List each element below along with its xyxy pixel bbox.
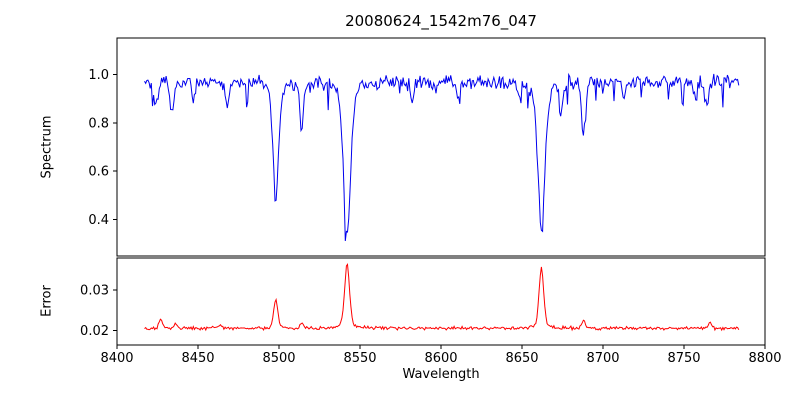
error-panel-border xyxy=(116,257,766,346)
spectrum-y-tick-label: 0.8 xyxy=(88,116,109,131)
x-tick-label: 8550 xyxy=(343,351,376,366)
error-line xyxy=(144,263,740,332)
error-y-tick-label: 0.03 xyxy=(80,283,109,298)
spectrum-y-tick-label: 0.4 xyxy=(88,213,109,228)
spectrum-y-tick-label: 1.0 xyxy=(88,68,109,83)
x-tick-label: 8700 xyxy=(586,351,619,366)
x-tick-label: 8750 xyxy=(667,351,700,366)
x-tick-label: 8400 xyxy=(100,351,133,366)
x-tick-label: 8500 xyxy=(262,351,295,366)
x-tick-label: 8450 xyxy=(181,351,214,366)
error-y-tick-label: 0.02 xyxy=(80,324,109,339)
spectrum-line xyxy=(144,72,740,242)
x-tick-label: 8650 xyxy=(505,351,538,366)
chart-title: 20080624_1542m76_047 xyxy=(345,12,537,30)
x-tick-label: 8800 xyxy=(748,351,781,366)
wavelength-axis-label: Wavelength xyxy=(402,367,480,382)
spectrum-panel-border xyxy=(116,37,766,257)
x-tick-label: 8600 xyxy=(424,351,457,366)
spectrum-y-tick-label: 0.6 xyxy=(88,165,109,180)
